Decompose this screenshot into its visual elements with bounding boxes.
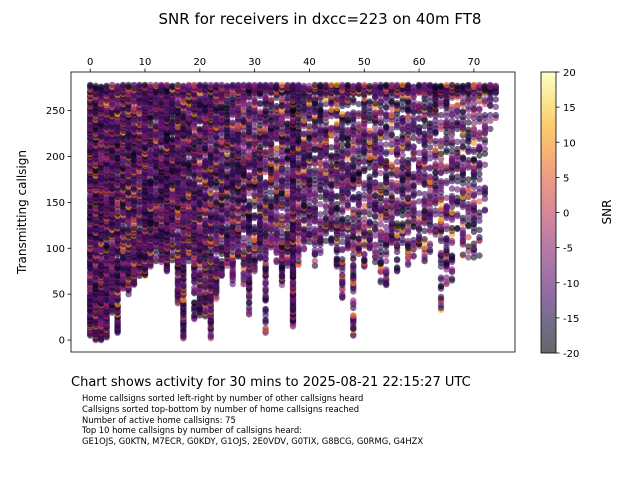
data-point <box>174 231 182 238</box>
data-point <box>245 151 253 158</box>
data-point <box>256 108 264 115</box>
data-point <box>196 81 203 89</box>
data-point <box>191 284 198 291</box>
data-point <box>196 159 203 167</box>
data-point <box>218 81 225 89</box>
data-point <box>87 81 94 89</box>
data-point <box>180 82 187 90</box>
data-point <box>256 100 264 107</box>
data-point <box>262 305 269 313</box>
data-point <box>191 299 198 306</box>
data-point <box>108 81 116 89</box>
data-point <box>114 257 121 264</box>
data-point <box>119 81 127 89</box>
data-point <box>245 171 253 178</box>
data-point <box>202 156 209 163</box>
data-point <box>130 104 138 112</box>
data-point <box>97 256 105 263</box>
data-point <box>262 324 269 332</box>
scatter-points <box>87 81 499 344</box>
data-point <box>141 81 149 89</box>
data-point <box>251 235 258 242</box>
data-point <box>114 82 121 90</box>
data-point <box>229 119 236 126</box>
data-point <box>251 223 258 231</box>
data-point <box>169 135 176 143</box>
data-point <box>207 235 214 242</box>
data-point <box>245 198 253 205</box>
data-point <box>224 82 231 90</box>
data-point <box>169 82 176 90</box>
data-point <box>251 212 258 219</box>
data-point <box>158 81 165 89</box>
data-point <box>147 81 154 89</box>
data-point <box>191 81 198 89</box>
data-point <box>185 177 193 184</box>
data-point <box>196 183 203 190</box>
data-point <box>256 81 264 89</box>
data-point <box>92 82 99 90</box>
data-point <box>196 125 203 133</box>
data-point <box>224 223 231 231</box>
data-point <box>229 81 236 89</box>
data-point <box>251 81 258 89</box>
data-point <box>163 81 171 89</box>
data-point <box>202 216 209 223</box>
data-point <box>218 257 225 265</box>
data-point <box>207 81 214 89</box>
data-point <box>245 81 253 89</box>
data-point <box>174 81 182 89</box>
chart-title: SNR for receivers in dxcc=223 on 40m FT8 <box>159 10 482 28</box>
data-point <box>202 81 209 89</box>
data-point <box>136 81 143 89</box>
data-point <box>169 250 176 257</box>
data-point <box>97 83 105 90</box>
data-point <box>245 242 253 249</box>
data-point <box>235 81 242 89</box>
data-point <box>103 82 110 90</box>
data-point <box>245 100 253 108</box>
data-point <box>251 123 258 131</box>
data-point <box>130 81 138 89</box>
